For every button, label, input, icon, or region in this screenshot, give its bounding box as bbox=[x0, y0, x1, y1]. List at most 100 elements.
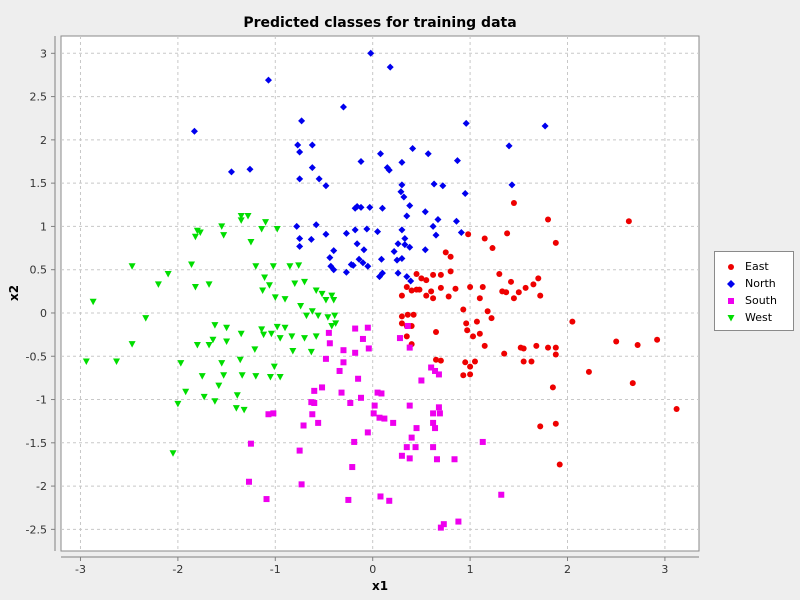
data-point-west bbox=[205, 342, 213, 349]
legend-label: South bbox=[745, 294, 777, 307]
data-point-west bbox=[258, 226, 266, 233]
data-point-east bbox=[416, 286, 423, 293]
data-point-east bbox=[467, 371, 474, 378]
data-point-south bbox=[358, 394, 365, 401]
data-point-north bbox=[453, 157, 461, 165]
data-point-west bbox=[281, 324, 289, 332]
data-point-east bbox=[403, 333, 410, 340]
data-point-west bbox=[211, 398, 219, 405]
data-point-east bbox=[437, 271, 444, 278]
data-point-west bbox=[291, 280, 299, 288]
y-axis-label: x2 bbox=[7, 285, 21, 301]
data-point-south bbox=[338, 389, 345, 396]
chart-title: Predicted classes for training data bbox=[243, 15, 516, 31]
data-point-north bbox=[508, 181, 516, 189]
data-point-north bbox=[407, 277, 415, 285]
data-point-west bbox=[237, 217, 245, 224]
data-point-east bbox=[535, 275, 542, 282]
y-tick-label: -2 bbox=[36, 480, 47, 493]
data-point-south bbox=[430, 419, 437, 426]
data-point-north bbox=[457, 228, 465, 236]
data-point-south bbox=[300, 422, 307, 429]
data-point-south bbox=[418, 377, 425, 384]
data-point-west bbox=[297, 303, 305, 310]
data-point-west bbox=[200, 393, 208, 401]
data-point-south bbox=[325, 329, 332, 336]
data-point-north bbox=[378, 269, 386, 277]
data-point-west bbox=[232, 405, 240, 412]
data-point-north bbox=[406, 243, 414, 251]
data-point-south bbox=[437, 524, 444, 531]
data-point-west bbox=[252, 373, 260, 380]
data-point-east bbox=[476, 295, 483, 302]
data-point-west bbox=[128, 341, 136, 348]
data-point-east bbox=[418, 275, 425, 282]
y-tick-label: 0.5 bbox=[30, 264, 48, 277]
data-point-south bbox=[351, 438, 358, 445]
data-point-north bbox=[308, 164, 316, 172]
data-point-east bbox=[481, 235, 488, 242]
data-point-south bbox=[345, 496, 352, 503]
legend-item-north: North bbox=[715, 277, 793, 291]
data-point-north bbox=[360, 246, 368, 254]
y-tick-label: 2 bbox=[40, 134, 47, 147]
data-point-south bbox=[412, 444, 419, 451]
legend-item-east: East bbox=[715, 260, 793, 274]
data-point-west bbox=[260, 331, 268, 339]
data-point-north bbox=[409, 145, 417, 153]
data-point-west bbox=[89, 298, 97, 306]
data-point-east bbox=[515, 289, 522, 296]
data-point-east bbox=[545, 216, 552, 223]
data-point-north bbox=[394, 240, 402, 248]
data-point-east bbox=[545, 344, 552, 351]
data-point-south bbox=[355, 375, 362, 382]
data-point-east bbox=[503, 289, 510, 296]
y-tick-label: -1 bbox=[36, 394, 47, 407]
y-tick-label: 0 bbox=[40, 307, 47, 320]
data-point-east bbox=[465, 231, 472, 238]
data-point-north bbox=[298, 117, 306, 125]
data-point-east bbox=[585, 368, 592, 375]
data-point-north bbox=[439, 182, 447, 190]
data-point-south bbox=[371, 402, 378, 409]
data-point-east bbox=[537, 292, 544, 299]
data-point-east bbox=[463, 320, 470, 327]
data-point-south bbox=[436, 410, 443, 417]
data-point-west bbox=[330, 296, 338, 304]
data-point-north bbox=[363, 225, 371, 233]
y-tick-label: -1.5 bbox=[26, 437, 47, 450]
x-tick-label: -1 bbox=[270, 563, 281, 576]
data-point-east bbox=[508, 278, 515, 285]
data-point-west bbox=[223, 324, 231, 332]
data-point-north bbox=[190, 127, 198, 135]
data-point-west bbox=[182, 388, 190, 396]
data-point-south bbox=[377, 493, 384, 500]
data-point-east bbox=[613, 338, 620, 345]
data-point-west bbox=[223, 338, 231, 346]
data-point-south bbox=[440, 521, 447, 528]
data-point-west bbox=[269, 263, 277, 270]
data-point-north bbox=[386, 63, 394, 71]
data-point-west bbox=[233, 392, 241, 399]
data-point-east bbox=[437, 284, 444, 291]
data-point-north bbox=[397, 188, 405, 196]
data-point-west bbox=[281, 296, 289, 303]
data-point-west bbox=[318, 290, 326, 298]
data-point-east bbox=[433, 329, 440, 336]
x-tick-label: -2 bbox=[172, 563, 183, 576]
data-point-east bbox=[437, 357, 444, 364]
data-point-east bbox=[528, 358, 535, 365]
data-point-east bbox=[634, 342, 641, 348]
data-point-east bbox=[549, 384, 556, 391]
legend-label: West bbox=[745, 311, 773, 324]
legend-item-west: West bbox=[715, 311, 793, 325]
data-point-north bbox=[367, 49, 375, 57]
data-point-east bbox=[496, 271, 503, 278]
data-point-north bbox=[401, 235, 409, 243]
data-point-north bbox=[315, 175, 323, 183]
data-point-east bbox=[462, 359, 469, 366]
data-point-west bbox=[174, 400, 182, 408]
data-point-south bbox=[378, 390, 385, 397]
data-point-north bbox=[366, 203, 374, 211]
data-point-west bbox=[215, 382, 223, 390]
